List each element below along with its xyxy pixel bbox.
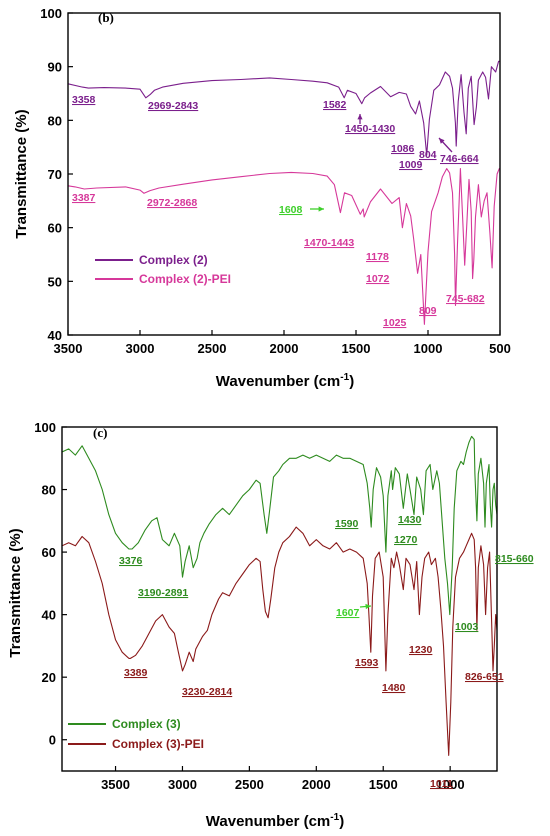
peak-label: 1009 (399, 159, 423, 171)
x-tick-label: 3500 (101, 777, 130, 792)
y-tick-label: 60 (42, 545, 56, 560)
peak-label: 1470-1443 (304, 237, 354, 249)
peak-label: 1608 (279, 204, 303, 216)
x-tick-label: 1000 (436, 777, 465, 792)
y-axis-label: Transmittance (%) (7, 528, 24, 657)
peak-label: 1582 (323, 99, 347, 111)
x-axis-label: Wavenumber (cm-1) (206, 812, 344, 830)
peak-label: 1480 (382, 682, 406, 694)
panel-label: (c) (93, 425, 107, 440)
peak-label: 746-664 (440, 153, 479, 165)
peak-label: 3190-2891 (138, 587, 188, 599)
peak-arrow-head (357, 114, 363, 120)
y-tick-label: 80 (48, 113, 62, 128)
peak-label: 1607 (336, 607, 360, 619)
peak-label: 1003 (455, 621, 479, 633)
peak-label: 815-660 (495, 553, 534, 565)
legend-entry: Complex (2)-PEI (139, 272, 231, 286)
x-tick-label: 3000 (126, 341, 155, 356)
peak-label: 1450-1430 (345, 123, 395, 135)
y-axis-label: Transmittance (%) (13, 109, 30, 238)
series-line-2 (62, 526, 497, 756)
peak-label: 2972-2868 (147, 197, 197, 209)
peak-label: 1025 (383, 317, 407, 329)
peak-label: 3389 (124, 667, 148, 679)
peak-label: 3376 (119, 555, 143, 567)
peak-arrow-head (365, 603, 371, 610)
x-tick-label: 2500 (198, 341, 227, 356)
peak-label: 1270 (394, 534, 418, 546)
peak-label: 1593 (355, 657, 379, 669)
y-tick-label: 40 (48, 328, 62, 343)
series-line-1 (62, 435, 497, 616)
y-tick-label: 90 (48, 60, 62, 75)
y-tick-label: 100 (34, 420, 56, 435)
series-line-1 (68, 60, 500, 156)
x-tick-label: 1000 (414, 341, 443, 356)
y-tick-label: 0 (49, 733, 56, 748)
x-tick-label: 1500 (369, 777, 398, 792)
y-tick-label: 50 (48, 274, 62, 289)
peak-label: 745-682 (446, 293, 485, 305)
peak-label: 3358 (72, 94, 96, 106)
x-tick-label: 500 (489, 341, 511, 356)
peak-label: 809 (419, 305, 437, 317)
legend-entry: Complex (3)-PEI (112, 737, 204, 751)
peak-arrow-head (439, 138, 445, 144)
series-line-2 (68, 168, 500, 325)
peak-label: 2969-2843 (148, 100, 198, 112)
peak-arrow-head (318, 206, 324, 212)
peak-label: 804 (419, 149, 437, 161)
peak-label: 1230 (409, 644, 433, 656)
plot-frame (61, 426, 498, 772)
x-tick-label: 2000 (270, 341, 299, 356)
y-tick-label: 100 (40, 6, 62, 21)
plot-frame (67, 12, 501, 336)
panel-label: (b) (98, 10, 114, 25)
legend-entry: Complex (3) (112, 717, 181, 731)
x-axis-label: Wavenumber (cm-1) (216, 372, 354, 390)
peak-label: 1011 (430, 778, 453, 790)
peak-label: 3387 (72, 192, 96, 204)
peak-label: 1086 (391, 143, 415, 155)
x-tick-label: 3000 (168, 777, 197, 792)
x-tick-label: 2500 (235, 777, 264, 792)
peak-label: 3230-2814 (182, 686, 232, 698)
panel-c-chart: 3500 3000 2500 2000 1500 1000 0 20 40 60 80 100 Wave… (7, 420, 534, 830)
x-tick-label: 2000 (302, 777, 331, 792)
legend-entry: Complex (2) (139, 253, 208, 267)
x-tick-label: 3500 (54, 341, 83, 356)
peak-label: 826-651 (465, 671, 504, 683)
peak-label: 1430 (398, 514, 422, 526)
y-tick-label: 20 (42, 670, 56, 685)
y-tick-label: 60 (48, 221, 62, 236)
y-tick-label: 40 (42, 608, 56, 623)
peak-label: 1178 (366, 251, 389, 263)
y-tick-label: 70 (48, 167, 62, 182)
y-tick-label: 80 (42, 483, 56, 498)
peak-label: 1590 (335, 518, 359, 530)
x-tick-label: 1500 (342, 341, 371, 356)
panel-b-chart: 3500 3000 2500 2000 1500 1000 500 40 50 60 70 80 90 1… (13, 6, 511, 390)
peak-label: 1072 (366, 273, 390, 285)
